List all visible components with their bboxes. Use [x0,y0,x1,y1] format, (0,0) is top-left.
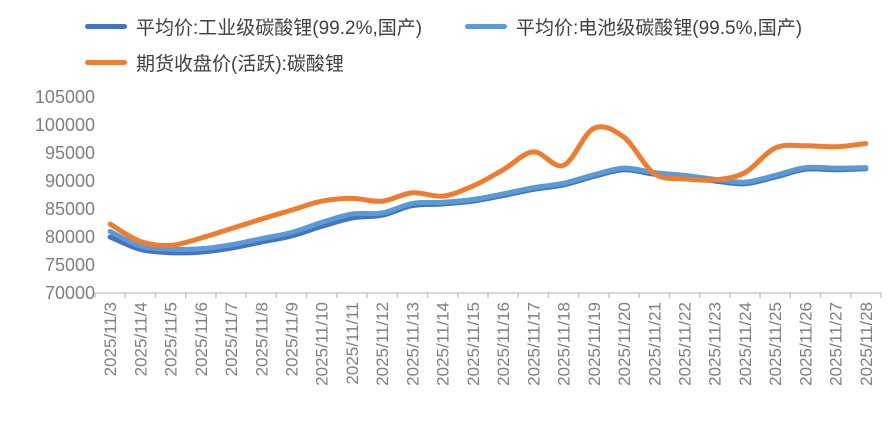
x-tick-label: 2025/11/11 [343,302,362,385]
legend-label-industrial: 平均价:工业级碳酸锂(99.2%,国产) [136,18,423,39]
y-tick-label: 95000 [45,143,95,163]
series-line-battery [107,164,869,253]
y-tick-label: 85000 [45,199,95,219]
y-axis-labels: 70000 75000 80000 85000 90000 95000 100000 1050… [35,87,95,303]
legend-swatch-battery [465,24,507,29]
legend-label-futures: 期货收盘价(活跃):碳酸锂 [136,54,344,75]
x-tick-label: 2025/11/6 [192,302,211,376]
legend-swatch-industrial [85,24,127,29]
y-tick-label: 80000 [45,227,95,247]
legend-swatch-futures [85,60,127,65]
x-tick-label: 2025/11/16 [494,302,513,386]
x-tick-label: 2025/11/5 [162,302,181,376]
x-tick-label: 2025/11/24 [736,302,755,386]
y-tick-label: 100000 [35,115,95,135]
x-tick-label: 2025/11/22 [676,302,695,386]
x-tick-label: 2025/11/26 [796,302,815,386]
legend-item-industrial-avg-price: 平均价:工业级碳酸锂(99.2%,国产) [85,13,422,40]
x-tick-label: 2025/11/4 [131,302,150,376]
y-tick-label: 90000 [45,171,95,191]
x-tick-label: 2025/11/7 [222,302,241,376]
x-axis-labels: 2025/11/3 2025/11/4 2025/11/5 2025/11/6 2025… [101,302,876,386]
x-tick-label: 2025/11/18 [555,302,574,386]
legend-item-battery-avg-price: 平均价:电池级碳酸锂(99.5%,国产) [465,13,802,40]
x-tick-label: 2025/11/17 [524,302,543,386]
x-tick-label: 2025/11/13 [403,302,422,386]
legend-label-battery: 平均价:电池级碳酸锂(99.5%,国产) [516,18,803,39]
x-tick-label: 2025/11/8 [252,302,271,376]
x-tick-label: 2025/11/28 [857,302,876,386]
legend-item-futures-close-price: 期货收盘价(活跃):碳酸锂 [85,49,344,76]
x-tick-label: 2025/11/12 [373,302,392,386]
x-axis [94,292,882,298]
x-tick-label: 2025/11/14 [434,302,453,386]
y-tick-label: 70000 [45,283,95,303]
x-tick-label: 2025/11/3 [101,302,120,376]
y-tick-label: 105000 [35,87,95,107]
x-tick-label: 2025/11/23 [706,302,725,386]
series-line-futures [107,124,869,249]
x-tick-label: 2025/11/27 [827,302,846,386]
x-tick-label: 2025/11/21 [645,302,664,386]
y-tick-label: 75000 [45,255,95,275]
x-tick-label: 2025/11/19 [585,302,604,386]
x-tick-label: 2025/11/25 [766,302,785,386]
x-tick-label: 2025/11/10 [313,302,332,386]
x-tick-label: 2025/11/15 [464,302,483,386]
x-tick-label: 2025/11/20 [615,302,634,386]
x-tick-label: 2025/11/9 [283,302,302,376]
